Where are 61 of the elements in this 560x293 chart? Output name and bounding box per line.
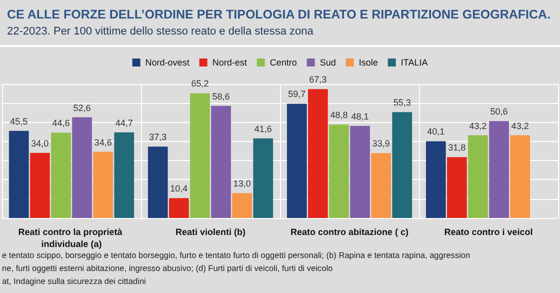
bar bbox=[8, 130, 29, 218]
legend-label: Nord-ovest bbox=[145, 58, 190, 68]
data-label: 58,6 bbox=[212, 91, 230, 102]
bar bbox=[350, 126, 370, 218]
data-label: 48,8 bbox=[330, 110, 348, 120]
bar bbox=[392, 112, 412, 218]
legend-label: Centro bbox=[270, 58, 297, 68]
data-label: 45,5 bbox=[10, 116, 28, 126]
chart-subtitle: 22-2023. Per 100 vittime dello stesso reato e della stessa zona bbox=[7, 26, 314, 38]
data-label: 44,7 bbox=[115, 118, 133, 128]
data-label: 65,2 bbox=[191, 78, 209, 89]
data-label: 59,7 bbox=[288, 89, 306, 100]
bar bbox=[51, 132, 71, 218]
bar bbox=[232, 193, 252, 218]
bar bbox=[489, 121, 509, 218]
bar bbox=[308, 89, 328, 218]
legend-label: Isole bbox=[358, 58, 378, 68]
data-label: 13,0 bbox=[233, 178, 251, 189]
legend-label: ITALIA bbox=[400, 58, 428, 68]
bar bbox=[371, 153, 391, 218]
text: e tentato scippo, borseggio e tentato borseggio, furto e tentato furto di oggetti personali; (b) Rapina e tentata rapina, aggression bbox=[2, 250, 471, 260]
data-label: 52,6 bbox=[73, 102, 91, 113]
data-label: 50,6 bbox=[490, 106, 508, 117]
bar bbox=[169, 198, 189, 218]
bar bbox=[72, 117, 92, 218]
bar bbox=[468, 135, 488, 218]
x-tick-label: Reati violenti (b) bbox=[175, 227, 246, 237]
bar bbox=[114, 132, 134, 218]
bar bbox=[190, 93, 210, 218]
text: ne, furti oggetti esterni abitazione, ingresso abusivo; (d) Furti parti di veicoli, furti di veicolo bbox=[2, 263, 334, 273]
bar bbox=[253, 138, 274, 218]
x-tick-label: Reato contro i veicol bbox=[444, 227, 533, 237]
data-label: 40,1 bbox=[427, 126, 445, 137]
x-tick-label: Reati contro la proprietà individuale (a) bbox=[18, 227, 125, 249]
legend-label: Sud bbox=[320, 58, 336, 68]
data-label: 43,2 bbox=[511, 120, 529, 131]
data-label: 44,6 bbox=[52, 118, 70, 128]
bar bbox=[329, 124, 349, 218]
data-label: 34,6 bbox=[94, 137, 112, 148]
bar bbox=[148, 146, 168, 218]
data-label: 34,0 bbox=[31, 138, 49, 148]
bar bbox=[510, 135, 530, 218]
bar bbox=[447, 157, 467, 218]
data-label: 55,3 bbox=[393, 98, 411, 108]
data-label: 31,8 bbox=[448, 142, 466, 153]
chart-title: CE ALLE FORZE DELL’ORDINE PER TIPOLOGIA DI REATO E RIPARTIZIONE GEOGRAFICA. bbox=[7, 8, 551, 22]
x-tick-label: Reato contro abitazione ( c) bbox=[290, 227, 409, 237]
bar bbox=[426, 141, 446, 218]
text: at, Indagine sulla sicurezza dei cittadini bbox=[2, 276, 146, 286]
data-label: 37,3 bbox=[149, 132, 167, 142]
data-label: 41,6 bbox=[254, 124, 272, 134]
bar bbox=[93, 152, 113, 218]
data-label: 48,1 bbox=[351, 111, 369, 122]
bar bbox=[211, 106, 231, 218]
bar bbox=[286, 104, 307, 218]
data-label: 10,4 bbox=[170, 184, 188, 194]
data-label: 33,9 bbox=[372, 138, 390, 149]
bar bbox=[30, 152, 50, 218]
data-label: 67,3 bbox=[309, 74, 327, 85]
data-label: 43,2 bbox=[469, 120, 487, 131]
legend-label: Nord-est bbox=[212, 58, 248, 68]
